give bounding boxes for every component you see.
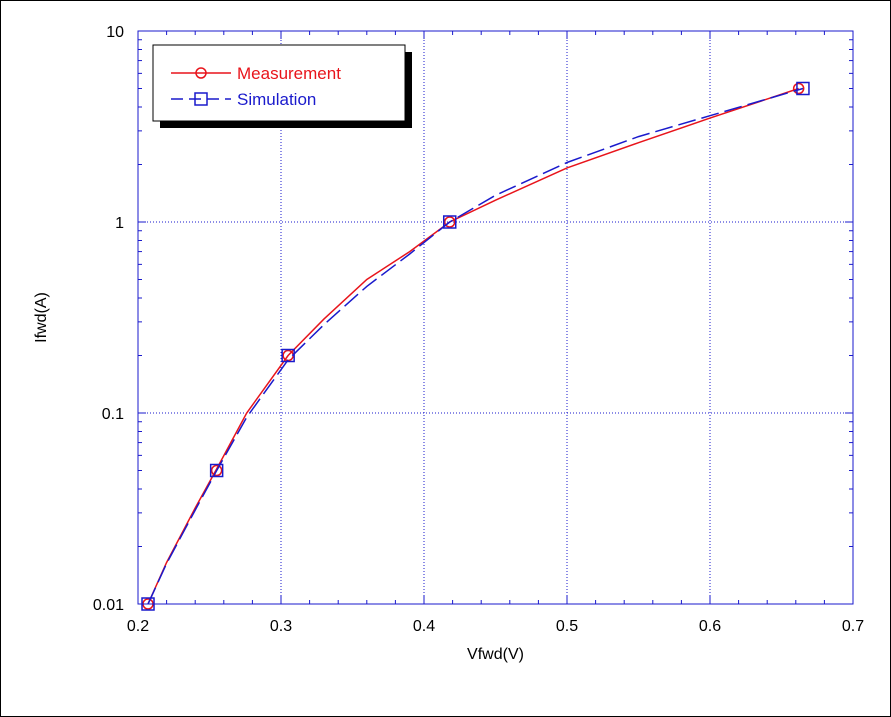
x-tick-label: 0.3 [270,618,292,635]
data-point-simulation [442,215,457,229]
series-measurement [142,82,805,610]
y-tick-label: 1 [115,215,124,232]
legend-marker-simulation [194,92,208,106]
x-tick-label: 0.6 [699,618,721,635]
plot-area-border [137,30,854,605]
data-point-measurement [443,216,456,228]
tick-labels: 0.2 0.3 0.4 0.5 0.6 0.7 0.01 0.1 1 10 [93,24,864,635]
data-point-measurement [792,82,805,95]
grid [138,31,853,604]
data-point-simulation [796,81,810,96]
data-point-simulation [209,463,224,478]
series-simulation [141,81,810,611]
x-tick-label: 0.7 [842,618,864,635]
x-tick-label: 0.2 [127,618,149,635]
y-axis-label: Ifwd(A) [33,292,50,343]
data-point-measurement [210,464,223,477]
legend-marker-measurement [195,67,207,79]
legend-box [152,44,406,122]
series-line-measurement [147,87,799,605]
legend-label-measurement: Measurement [237,64,341,83]
y-tick-label: 0.01 [93,597,124,614]
data-point-simulation [281,348,295,363]
legend-label-simulation: Simulation [237,90,316,109]
y-tick-label: 0.1 [102,406,124,423]
legend-item-measurement: Measurement [171,64,341,83]
legend-item-simulation: Simulation [171,90,316,109]
x-tick-label: 0.4 [413,618,435,635]
x-axis-label: Vfwd(V) [467,646,524,663]
x-tick-label: 0.5 [556,618,578,635]
y-tick-label: 10 [106,24,124,41]
legend: Measurement Simulation [152,44,412,128]
series-line-simulation [147,87,804,605]
series-layer [141,81,810,611]
